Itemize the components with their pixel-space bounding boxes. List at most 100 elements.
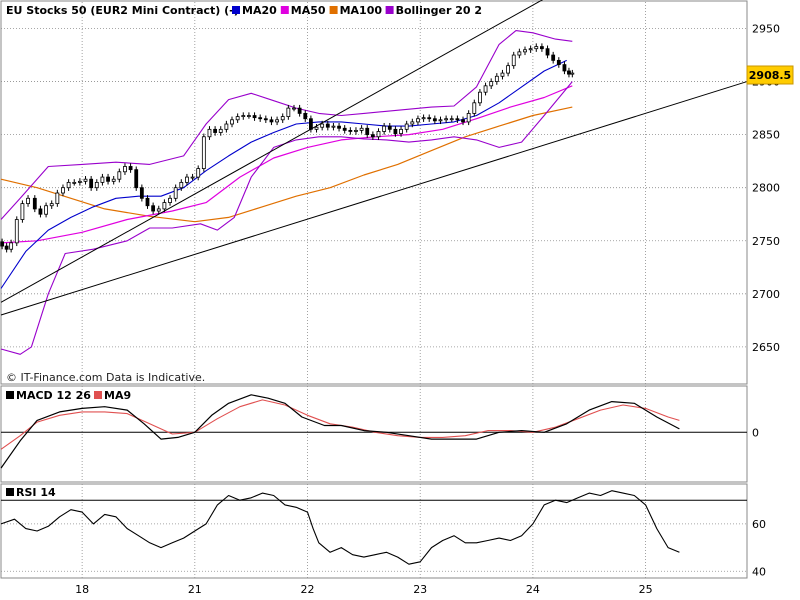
candle-body <box>432 118 437 122</box>
candle-body <box>179 181 184 189</box>
candle-body <box>534 46 539 50</box>
legend-label: MA50 <box>291 4 326 17</box>
candle-body <box>342 127 347 131</box>
candle-body <box>230 119 234 125</box>
candle-body <box>444 118 449 121</box>
macd-legend-label: MACD 12 26 <box>16 389 91 402</box>
candle-body <box>252 115 257 119</box>
candle-body <box>269 119 274 123</box>
candle-body <box>83 178 88 182</box>
macd-legend-label: MA9 <box>104 389 131 402</box>
candle-body <box>190 176 195 179</box>
candle-body <box>410 121 415 125</box>
legend-label: MA100 <box>340 4 383 17</box>
price-panel-frame <box>0 0 748 385</box>
candle-body <box>489 81 494 87</box>
candle-body <box>14 219 19 244</box>
bollinger-upper-line <box>0 30 573 220</box>
candle-body <box>61 187 65 194</box>
rsi-panel-frame <box>0 483 748 579</box>
candle-body <box>286 107 291 118</box>
candle-body <box>449 118 454 121</box>
macd-legend-swatch <box>6 391 14 399</box>
candle-body <box>354 129 358 132</box>
candle-body <box>570 72 575 75</box>
candle-body <box>49 203 54 207</box>
candle-body <box>156 208 161 212</box>
candle-body <box>540 46 544 50</box>
x-tick-label: 25 <box>639 583 653 596</box>
candle-body <box>151 205 156 212</box>
candle-body <box>523 49 527 53</box>
candle-body <box>123 166 127 173</box>
macd-legend-swatch <box>94 391 102 399</box>
candle-body <box>66 181 71 189</box>
candle-body <box>297 107 302 114</box>
candle-body <box>111 178 116 182</box>
macd-line <box>0 394 680 469</box>
candle-body <box>370 134 375 138</box>
candle-body <box>399 128 403 134</box>
candle-body <box>292 107 296 110</box>
legend-swatch <box>385 6 394 14</box>
chart-title: EU Stocks 50 (EUR2 Mini Contract) (-) <box>6 4 239 17</box>
price-series <box>0 0 748 355</box>
trendline <box>0 81 748 316</box>
candle-body <box>134 169 139 189</box>
candle-body <box>106 176 110 182</box>
candle-body <box>280 116 285 121</box>
candle-body <box>247 115 251 117</box>
ma20-line <box>0 59 567 289</box>
candle-body <box>128 166 133 171</box>
candle-body <box>483 85 488 93</box>
last-price-label: 2908.5 <box>749 69 791 82</box>
candle-body <box>4 245 9 250</box>
x-tick-label: 21 <box>188 583 202 596</box>
candle-body <box>393 128 398 134</box>
legend-label: Bollinger 20 2 <box>396 4 482 17</box>
candle-body <box>20 203 25 220</box>
candle-body <box>466 113 471 123</box>
last-price-badge <box>746 65 794 85</box>
macd-series <box>0 394 747 469</box>
candle-body <box>325 123 330 128</box>
candle-body <box>162 202 167 210</box>
candle-body <box>461 119 465 123</box>
candle-body <box>55 192 60 205</box>
candle-body <box>551 54 556 61</box>
candle-body <box>438 119 443 122</box>
candle-body <box>139 187 144 199</box>
y-tick-label: 2650 <box>752 341 780 354</box>
candle-body <box>376 131 381 138</box>
candle-body <box>416 118 420 123</box>
candle-body <box>365 127 370 136</box>
legend-swatch <box>232 6 240 14</box>
candle-body <box>500 72 505 77</box>
candle-body <box>404 123 409 130</box>
candle-body <box>455 118 460 121</box>
candle-body <box>9 242 14 250</box>
candle-body <box>556 59 561 66</box>
candle-body <box>348 129 353 132</box>
candle-body <box>427 117 432 120</box>
ma50-line <box>0 85 573 244</box>
x-tick-label: 18 <box>75 583 89 596</box>
candle-body <box>77 180 82 183</box>
candle-body <box>517 51 522 56</box>
candle-body <box>494 75 499 82</box>
candle-body <box>275 119 279 123</box>
candle-body <box>94 181 99 189</box>
candle-body <box>207 128 212 138</box>
candle-body <box>528 48 533 51</box>
watermark: © IT-Finance.com Data is Indicative. <box>6 371 205 384</box>
candle-body <box>224 123 229 130</box>
candle-body <box>185 176 189 183</box>
candle-body <box>44 205 48 215</box>
candle-body <box>421 117 426 120</box>
legend-label: MA20 <box>242 4 277 17</box>
candle-body <box>567 70 571 75</box>
candle-body <box>314 126 319 130</box>
legend-swatch <box>280 6 289 14</box>
macd-y-tick-label: 0 <box>752 426 759 439</box>
